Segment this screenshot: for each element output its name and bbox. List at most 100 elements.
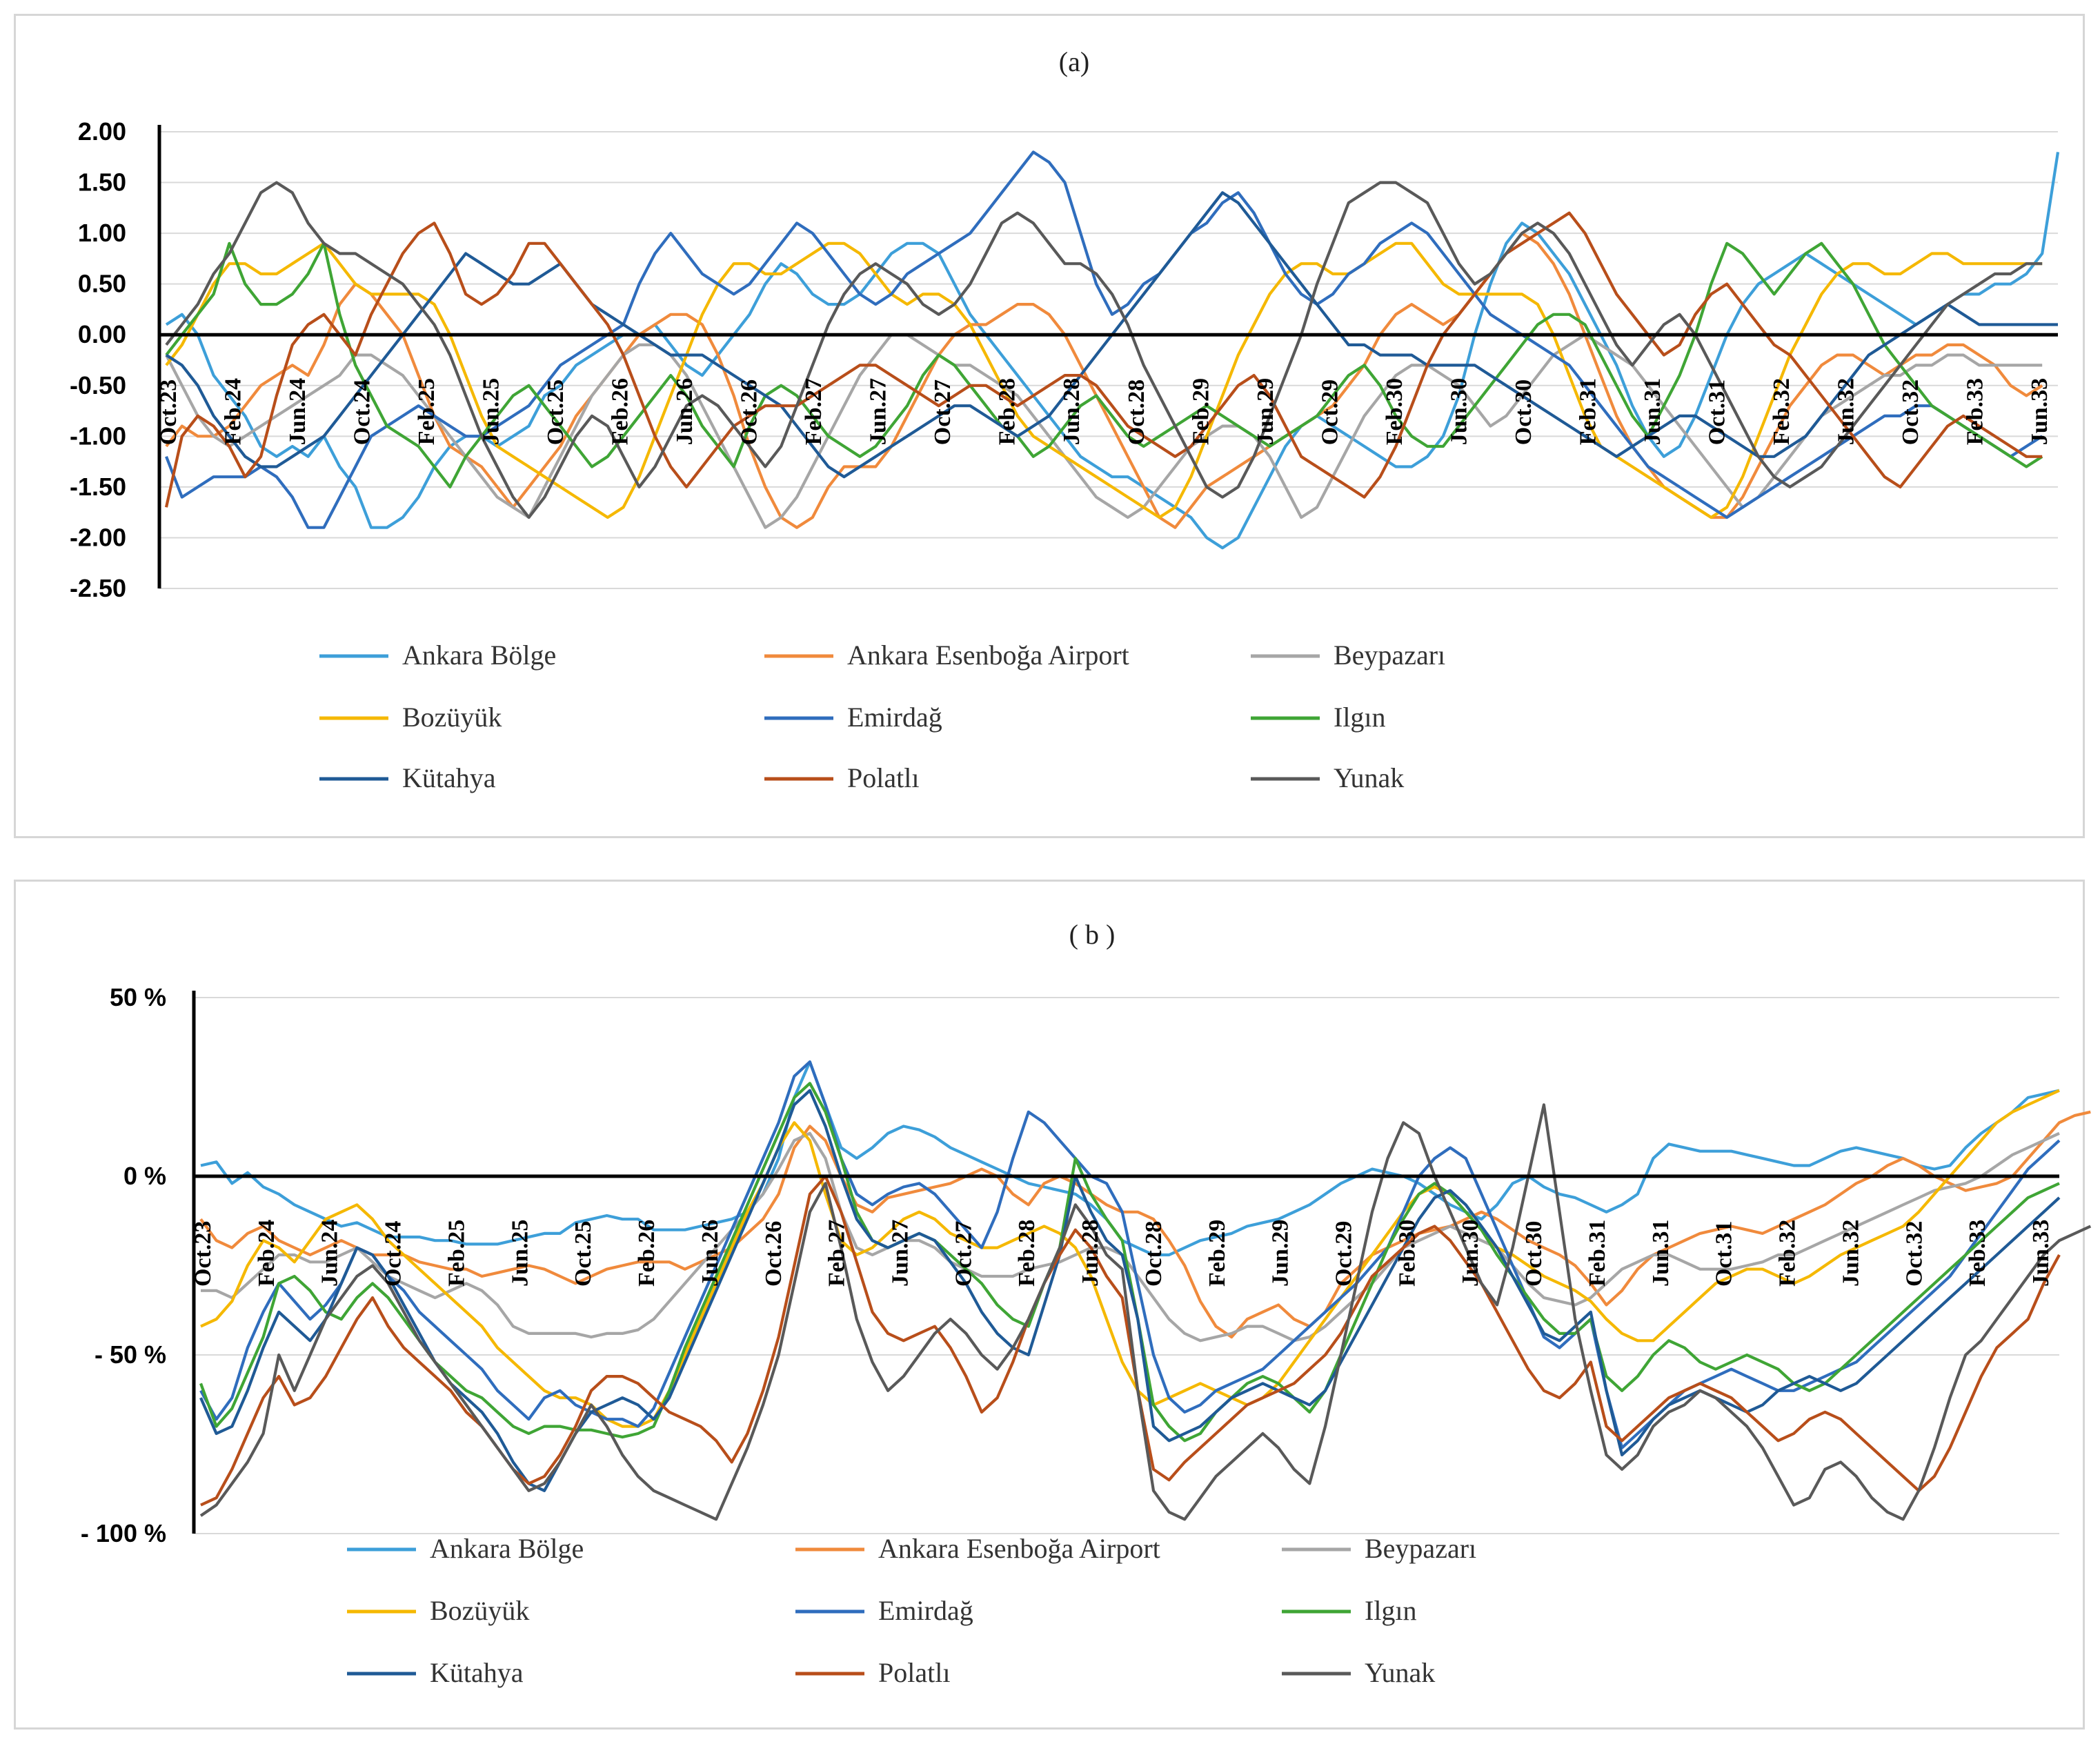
chart-b: ( b ) 50 % 0 % - 50 % - 100 % Oct.23 Feb.24 Jun… bbox=[81, 919, 2092, 1688]
y-tick-label: -1.00 bbox=[70, 422, 126, 450]
x-tick-label: Feb.31 bbox=[1585, 1220, 1610, 1287]
y-tick-label: - 100 % bbox=[81, 1519, 166, 1547]
legend-label: Ilgın bbox=[1365, 1595, 1417, 1626]
x-tick-label: Oct.31 bbox=[1712, 1221, 1737, 1287]
legend-item: Ankara Bölge bbox=[319, 640, 556, 671]
x-tick-label: Feb.25 bbox=[414, 378, 439, 445]
x-tick-label: Oct.26 bbox=[737, 379, 762, 445]
series-line-k-tahya bbox=[199, 1089, 2061, 1492]
legend-label: Polatlı bbox=[878, 1657, 950, 1688]
legend-item: Ankara Esenboğa Airport bbox=[795, 1533, 1160, 1564]
legend-label: Emirdağ bbox=[847, 702, 942, 733]
legend-label: Polatlı bbox=[847, 762, 919, 793]
x-tick-label: Jun.25 bbox=[479, 378, 504, 445]
x-tick-label: Jun.24 bbox=[317, 1220, 343, 1287]
x-tick-label: Feb.31 bbox=[1575, 378, 1601, 445]
legend-label: Ilgın bbox=[1334, 702, 1386, 733]
legend-item: Polatlı bbox=[795, 1657, 950, 1688]
y-tick-label: -2.00 bbox=[70, 523, 126, 551]
series-line-polatl- bbox=[164, 211, 2043, 508]
series-line-yunak bbox=[165, 181, 2043, 519]
legend-label: Ankara Esenboğa Airport bbox=[878, 1533, 1160, 1564]
series-line-ilg-n bbox=[165, 241, 2043, 488]
x-tick-label: Jun.29 bbox=[1268, 1220, 1294, 1287]
x-tick-label: Feb.26 bbox=[608, 378, 633, 445]
y-tick-label: 50 % bbox=[110, 983, 166, 1011]
x-tick-label: Oct.30 bbox=[1511, 379, 1536, 445]
x-tick-label: Jun.24 bbox=[285, 378, 310, 445]
legend-item: Kütahya bbox=[347, 1657, 524, 1688]
x-tick-label: Jun.27 bbox=[866, 378, 891, 445]
legend-label: Yunak bbox=[1365, 1657, 1435, 1688]
x-tick-label: Oct.23 bbox=[190, 1221, 216, 1287]
legend-label: Beypazarı bbox=[1334, 640, 1445, 671]
y-tick-label: 1.50 bbox=[78, 168, 126, 197]
legend-item: Yunak bbox=[1251, 762, 1404, 793]
x-tick-label: Jun.28 bbox=[1078, 1220, 1103, 1287]
series-line-ankara-esenbo-a-airport bbox=[199, 1110, 2091, 1339]
series-line-boz-y-k bbox=[200, 1089, 2060, 1428]
y-tick-label: 1.00 bbox=[78, 219, 126, 247]
legend-item: Emirdağ bbox=[764, 702, 942, 733]
x-tick-label: Oct.28 bbox=[1124, 379, 1149, 445]
x-tick-label: Feb.30 bbox=[1394, 1220, 1420, 1287]
x-tick-label: Oct.27 bbox=[930, 379, 955, 445]
legend-label: Kütahya bbox=[402, 762, 496, 793]
legend-item: Bozüyük bbox=[319, 702, 502, 733]
series-line-emirda- bbox=[199, 1060, 2061, 1449]
x-tick-label: Oct.25 bbox=[571, 1221, 596, 1287]
x-tick-label: Jun.32 bbox=[1833, 378, 1859, 445]
y-tick-label: 0.00 bbox=[78, 320, 126, 348]
x-tick-label: Jun.25 bbox=[507, 1220, 533, 1287]
legend-label: Bozüyük bbox=[430, 1595, 529, 1626]
chart-title: ( b ) bbox=[1069, 919, 1116, 950]
legend-label: Ankara Bölge bbox=[402, 640, 556, 671]
x-tick-label: Oct.32 bbox=[1898, 379, 1923, 445]
x-tick-label: Feb.29 bbox=[1188, 378, 1214, 445]
legend-label: Emirdağ bbox=[878, 1595, 973, 1626]
x-tick-label: Feb.24 bbox=[221, 378, 246, 445]
legend-item: Beypazarı bbox=[1282, 1533, 1476, 1564]
x-tick-label: Jun.31 bbox=[1640, 378, 1665, 445]
x-tick-label: Feb.33 bbox=[1965, 1220, 1990, 1287]
x-tick-label: Feb.27 bbox=[801, 378, 826, 445]
legend-item: Yunak bbox=[1282, 1657, 1435, 1688]
x-tick-label: Jun.31 bbox=[1648, 1220, 1674, 1287]
x-tick-label: Feb.26 bbox=[634, 1220, 660, 1287]
x-tick-label: Oct.24 bbox=[350, 379, 375, 445]
chart-panel-a: (a) 2.00 1.50 1.00 0.50 0.00 -0.50 -1.00 -1.50 -2… bbox=[14, 14, 2085, 838]
chart-title: (a) bbox=[1059, 46, 1089, 77]
series-line-ilg-n bbox=[199, 1082, 2060, 1443]
y-tick-label: -1.50 bbox=[70, 473, 126, 501]
x-tick-label: Feb.28 bbox=[1014, 1220, 1040, 1287]
x-tick-label: Feb.32 bbox=[1769, 378, 1794, 445]
legend-item: Beypazarı bbox=[1251, 640, 1445, 671]
chart-a: (a) 2.00 1.50 1.00 0.50 0.00 -0.50 -1.00 -1.50 -2… bbox=[70, 46, 2060, 793]
x-tick-label: Oct.25 bbox=[543, 379, 568, 445]
x-tick-label: Feb.30 bbox=[1382, 378, 1407, 445]
legend-item: Ilgın bbox=[1282, 1595, 1417, 1626]
legend-label: Yunak bbox=[1334, 762, 1404, 793]
x-tick-label: Oct.31 bbox=[1704, 379, 1730, 445]
x-tick-label: Feb.32 bbox=[1775, 1220, 1801, 1287]
x-tick-label: Jun.30 bbox=[1446, 378, 1472, 445]
x-tick-label: Jun.32 bbox=[1838, 1220, 1863, 1287]
x-tick-label: Feb.24 bbox=[254, 1220, 279, 1287]
x-tick-label: Oct.23 bbox=[156, 379, 181, 445]
series-line-beypazar- bbox=[165, 333, 2043, 529]
x-tick-label: Jun.29 bbox=[1253, 378, 1278, 445]
x-tick-label: Jun.27 bbox=[887, 1220, 913, 1287]
y-tick-label: -2.50 bbox=[70, 574, 126, 602]
series-line-emirda- bbox=[165, 150, 2043, 529]
x-tick-label: Oct.29 bbox=[1317, 379, 1343, 445]
legend-label: Kütahya bbox=[430, 1657, 524, 1688]
legend-item: Ankara Esenboğa Airport bbox=[764, 640, 1129, 671]
x-tick-label: Feb.28 bbox=[995, 378, 1020, 445]
legend-label: Beypazarı bbox=[1365, 1533, 1476, 1564]
legend-label: Ankara Esenboğa Airport bbox=[847, 640, 1129, 671]
y-tick-label: - 50 % bbox=[95, 1340, 166, 1369]
x-tick-label: Oct.29 bbox=[1331, 1221, 1357, 1287]
x-tick-label: Feb.27 bbox=[824, 1220, 850, 1287]
legend-item: Emirdağ bbox=[795, 1595, 973, 1626]
series-line-yunak bbox=[199, 1103, 2092, 1521]
